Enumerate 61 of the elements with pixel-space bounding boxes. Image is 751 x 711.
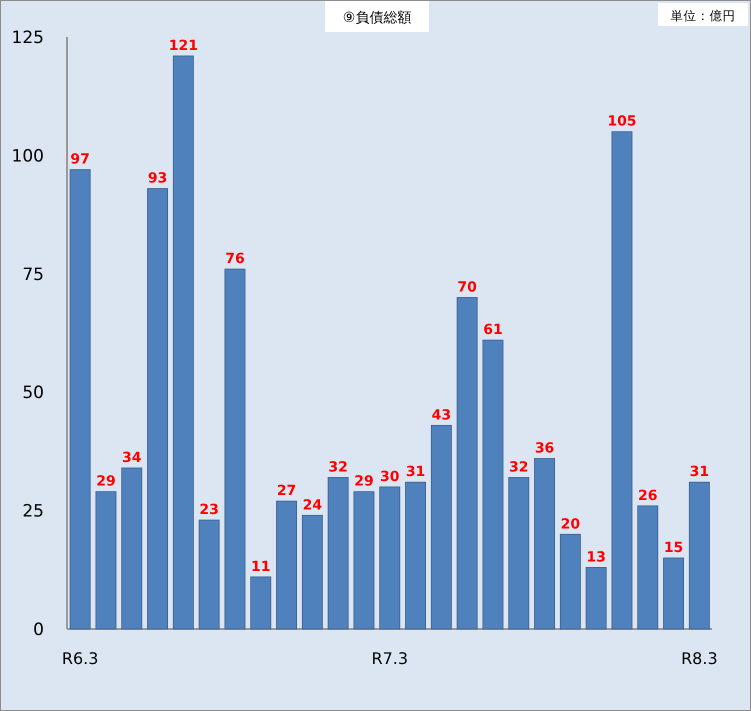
data-label: 29 [96,474,116,490]
bar [250,576,272,630]
data-label: 20 [560,516,580,532]
chart-title: ⑨負債総額 [342,10,412,26]
data-label: 93 [148,170,168,187]
data-label: 121 [168,38,198,54]
bar [637,505,658,630]
y-tick-label: 125 [12,28,44,48]
bar [508,477,530,630]
bar [482,340,504,630]
data-label: 27 [276,483,296,500]
bar [663,558,684,630]
bar [172,56,194,630]
bar [147,188,168,630]
bar [534,458,556,630]
bar [353,491,374,630]
data-label: 34 [122,450,142,466]
bar [405,482,426,630]
data-label: 26 [638,488,658,504]
data-label: 76 [225,251,245,268]
data-label: 30 [380,468,400,485]
data-label: 36 [534,440,554,457]
data-label: 15 [664,540,684,556]
data-label: 11 [251,558,270,575]
data-label: 32 [509,459,528,476]
bar [430,424,452,630]
data-label: 31 [406,464,426,480]
bar [95,491,116,630]
bar [688,482,710,630]
data-label: 43 [432,407,452,424]
data-label: 61 [483,322,503,338]
bar [611,131,632,630]
data-label: 31 [690,464,710,480]
text: 単位：億円 [670,8,736,23]
bar [560,534,581,630]
x-tick-label: R6.3 [62,649,98,668]
bar [328,477,349,630]
bar [224,268,246,630]
data-label: 105 [607,114,637,130]
bar [70,169,91,630]
bar [198,520,220,630]
y-tick-label: 50 [22,383,44,404]
bar [121,468,142,630]
data-label: 97 [70,152,90,168]
bar [276,500,298,630]
y-tick-label: 75 [22,264,44,285]
x-tick-label: R8.3 [681,649,718,668]
data-label: 32 [328,459,348,476]
bar [379,486,400,630]
y-tick-label: 0 [33,620,44,640]
data-label: 29 [354,474,374,490]
y-tick-label: 25 [22,502,44,522]
bar [456,297,478,630]
data-label: 13 [586,549,606,566]
y-tick-label: 100 [12,146,44,166]
data-label: 70 [457,279,478,296]
x-tick-label: R7.3 [371,649,408,668]
bar [586,567,607,630]
data-label: 23 [199,502,219,518]
data-label: 24 [302,497,322,514]
bar [302,514,323,630]
